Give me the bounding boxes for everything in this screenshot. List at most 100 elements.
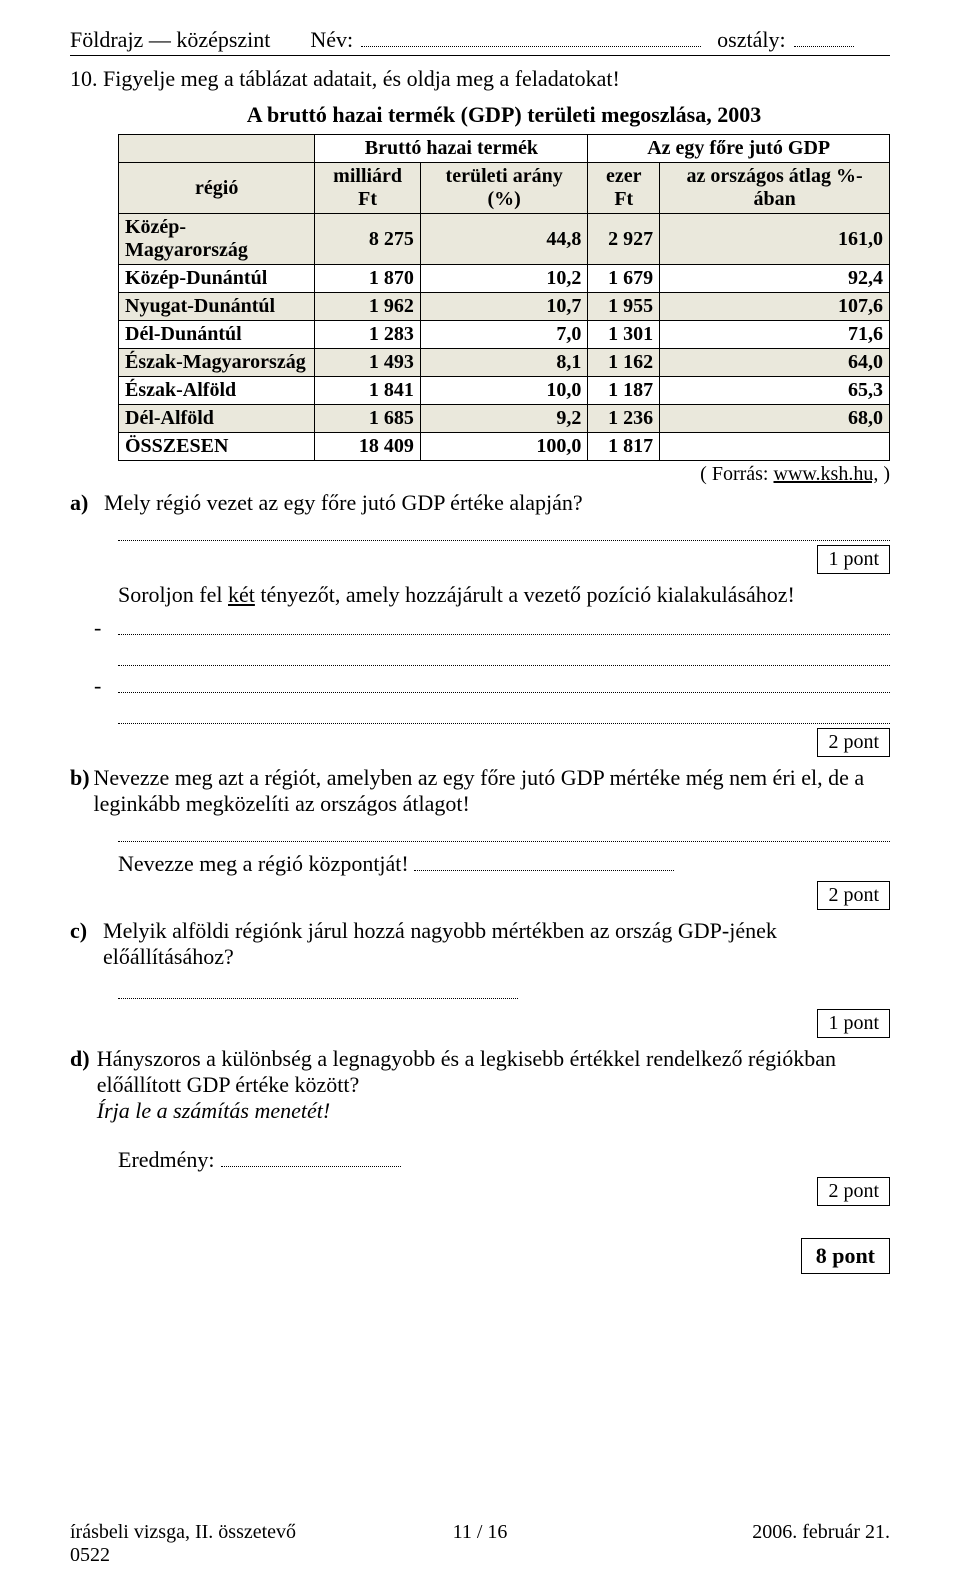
cell-milliard: 1 962 [315, 293, 421, 321]
question-a-text: Mely régió vezet az egy főre jutó GDP ér… [104, 490, 890, 516]
cell-milliard: 1 685 [315, 405, 421, 433]
table-row: Közép-Magyarország8 27544,82 927161,0 [119, 214, 890, 265]
question-d-instruction: Írja le a számítás menetét! [97, 1098, 330, 1123]
cell-region: Közép-Magyarország [119, 214, 315, 265]
cell-arany: 100,0 [420, 433, 588, 461]
factor-1-fill[interactable] [118, 612, 890, 635]
footer-right: 2006. február 21. [752, 1521, 890, 1567]
header-rule [70, 55, 890, 56]
question-d-main: Hányszoros a különbség a legnagyobb és a… [97, 1046, 836, 1097]
table-row: Észak-Magyarország1 4938,11 16264,0 [119, 349, 890, 377]
page-header: Földrajz — középszint Név: osztály: [70, 24, 890, 53]
points-c: 1 pont [817, 1009, 890, 1038]
sorolj-text: Soroljon fel két tényezőt, amely hozzájá… [118, 582, 890, 608]
cell-arany: 10,7 [420, 293, 588, 321]
task-title: 10. Figyelje meg a táblázat adatait, és … [70, 66, 890, 92]
cell-ezer: 1 301 [588, 321, 660, 349]
cell-atlag: 92,4 [660, 265, 890, 293]
cell-region: Észak-Magyarország [119, 349, 315, 377]
footer-left: írásbeli vizsga, II. összetevő 0522 [70, 1521, 296, 1567]
question-d-letter: d) [70, 1046, 97, 1072]
table-row: Közép-Dunántúl1 87010,21 67992,4 [119, 265, 890, 293]
factor-2-line[interactable]: - [94, 670, 890, 699]
dash-1: - [94, 615, 118, 641]
answer-b-sub-line[interactable] [414, 848, 674, 871]
cell-arany: 44,8 [420, 214, 588, 265]
cell-region: Dél-Alföld [119, 405, 315, 433]
answer-c-line[interactable] [118, 976, 518, 999]
factor-1-line[interactable]: - [94, 612, 890, 641]
cell-milliard: 1 493 [315, 349, 421, 377]
factor-2-line2[interactable] [118, 705, 890, 724]
cell-ezer: 1 162 [588, 349, 660, 377]
name-label: Név: [310, 27, 353, 53]
result-line: Eredmény: [118, 1144, 890, 1173]
cell-atlag: 161,0 [660, 214, 890, 265]
dash-2: - [94, 673, 118, 699]
cell-arany: 8,1 [420, 349, 588, 377]
cell-atlag: 71,6 [660, 321, 890, 349]
cell-arany: 10,2 [420, 265, 588, 293]
name-field-line[interactable] [361, 24, 701, 47]
class-field-line[interactable] [794, 24, 854, 47]
sorolj-underlined: két [228, 582, 255, 607]
cell-ezer: 1 679 [588, 265, 660, 293]
points-b: 2 pont [817, 881, 890, 910]
table-title: A bruttó hazai termék (GDP) területi meg… [118, 102, 890, 128]
sorolj-prefix: Soroljon fel [118, 582, 228, 607]
answer-a-line[interactable] [118, 522, 890, 541]
th-gdp: Az egy főre jutó GDP [588, 135, 890, 163]
cell-ezer: 1 955 [588, 293, 660, 321]
cell-region: Dél-Dunántúl [119, 321, 315, 349]
question-d: d) Hányszoros a különbség a legnagyobb é… [70, 1046, 890, 1124]
cell-ezer: 1 817 [588, 433, 660, 461]
table-source: ( Forrás: www.ksh.hu, ) [118, 463, 890, 486]
source-suffix: ) [878, 463, 890, 485]
th-ezer: ezer Ft [588, 163, 660, 214]
footer-left-line1: írásbeli vizsga, II. összetevő [70, 1521, 296, 1543]
answer-b-line[interactable] [118, 823, 890, 842]
cell-region: Észak-Alföld [119, 377, 315, 405]
question-b-text: Nevezze meg azt a régiót, amelyben az eg… [94, 765, 891, 817]
table-row: ÖSSZESEN18 409100,01 817 [119, 433, 890, 461]
cell-milliard: 18 409 [315, 433, 421, 461]
th-milliard: milliárd Ft [315, 163, 421, 214]
th-arany: területi arány (%) [420, 163, 588, 214]
table-row: Dél-Alföld1 6859,21 23668,0 [119, 405, 890, 433]
cell-atlag [660, 433, 890, 461]
points-a: 1 pont [817, 545, 890, 574]
cell-arany: 7,0 [420, 321, 588, 349]
question-b-sub-text: Nevezze meg a régió központját! [118, 851, 409, 876]
cell-milliard: 8 275 [315, 214, 421, 265]
question-a-letter: a) [70, 490, 104, 516]
cell-milliard: 1 870 [315, 265, 421, 293]
question-c-letter: c) [70, 918, 103, 944]
factor-1-line2[interactable] [118, 647, 890, 666]
footer-center: 11 / 16 [453, 1521, 508, 1544]
cell-ezer: 1 236 [588, 405, 660, 433]
class-label: osztály: [717, 27, 785, 53]
cell-region: Nyugat-Dunántúl [119, 293, 315, 321]
cell-atlag: 65,3 [660, 377, 890, 405]
th-atlag: az országos átlag %-ában [660, 163, 890, 214]
table-row: Dél-Dunántúl1 2837,01 30171,6 [119, 321, 890, 349]
question-b: b) Nevezze meg azt a régiót, amelyben az… [70, 765, 890, 817]
subject-label: Földrajz — középszint [70, 27, 270, 53]
factor-2-fill[interactable] [118, 670, 890, 693]
question-c-text: Melyik alföldi régiónk járul hozzá nagyo… [103, 918, 890, 970]
th-bht: Bruttó hazai termék [315, 135, 588, 163]
gdp-table: Bruttó hazai termék Az egy főre jutó GDP… [118, 134, 890, 461]
points-sorolj: 2 pont [817, 728, 890, 757]
cell-region: Közép-Dunántúl [119, 265, 315, 293]
question-a: a) Mely régió vezet az egy főre jutó GDP… [70, 490, 890, 516]
cell-region: ÖSSZESEN [119, 433, 315, 461]
table-row: Észak-Alföld1 84110,01 18765,3 [119, 377, 890, 405]
cell-arany: 10,0 [420, 377, 588, 405]
page-footer: írásbeli vizsga, II. összetevő 0522 11 /… [70, 1521, 890, 1567]
cell-arany: 9,2 [420, 405, 588, 433]
result-answer-line[interactable] [221, 1144, 401, 1167]
cell-atlag: 68,0 [660, 405, 890, 433]
sorolj-suffix: tényezőt, amely hozzájárult a vezető poz… [255, 582, 795, 607]
result-label: Eredmény: [118, 1147, 215, 1173]
cell-milliard: 1 841 [315, 377, 421, 405]
